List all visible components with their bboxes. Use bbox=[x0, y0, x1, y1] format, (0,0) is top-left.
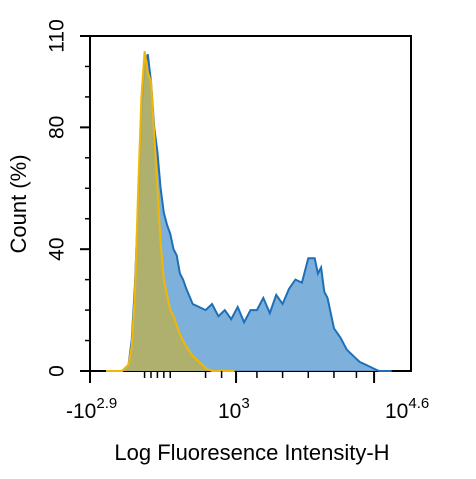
series-layer bbox=[106, 51, 392, 372]
x-axis-title: Log Fluoresence Intensity-H bbox=[114, 440, 389, 465]
series-2-area bbox=[106, 51, 235, 371]
series-1 bbox=[106, 54, 392, 372]
y-tick-label-80: 80 bbox=[45, 116, 68, 139]
y-tick-label-40: 40 bbox=[45, 238, 68, 261]
x-tick-label-1: -102.9 bbox=[66, 395, 117, 423]
series-2-line bbox=[106, 51, 235, 372]
x-tick-label-2: 103 bbox=[218, 395, 250, 423]
series-1-area bbox=[106, 54, 392, 372]
series-1-line bbox=[106, 54, 392, 372]
y-axis-title: Count (%) bbox=[6, 154, 31, 253]
y-tick-label-0: 0 bbox=[45, 365, 68, 377]
series-2 bbox=[106, 51, 235, 372]
x-tick-label-3: 104.6 bbox=[385, 395, 429, 423]
y-tick-label-110: 110 bbox=[45, 19, 68, 52]
y-axis: 0 40 80 110 bbox=[45, 19, 90, 377]
x-axis: -102.9 103 104.6 bbox=[66, 371, 429, 423]
